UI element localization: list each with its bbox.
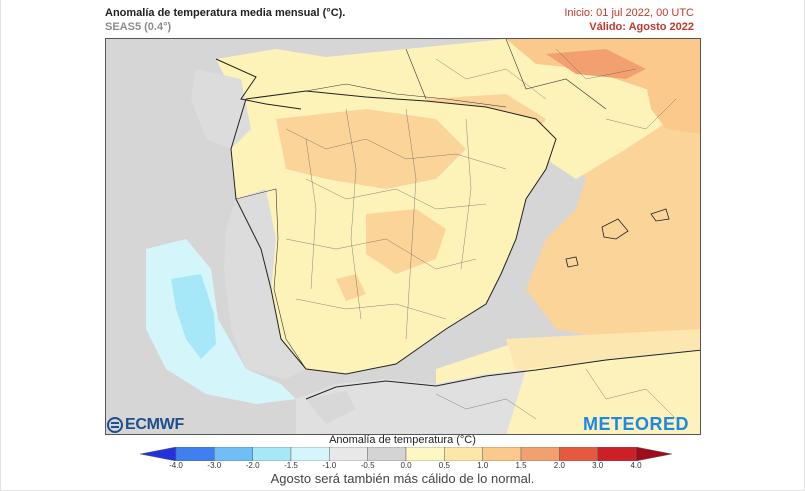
colorbar-segment [367,447,407,461]
coastline-france [215,58,302,110]
model-label: SEAS5 (0.4°) [105,21,172,33]
portugal-land [224,189,306,379]
colorbar-tick-label: 1.0 [477,461,489,470]
colorbar-segment [214,447,253,461]
colorbar-extend-low [140,447,177,461]
country-borders [235,39,607,370]
colorbar-segment [482,447,522,461]
ecmwf-emblem-icon [107,417,123,433]
colorbar-segment [520,447,560,461]
colorbar-tick-label: -4.0 [169,461,183,470]
colorbar-tick-label: 3.0 [592,461,604,470]
init-date: Inicio: 01 jul 2022, 00 UTC [564,7,694,19]
balearic-islands [565,208,670,268]
valid-period: Válido: Agosto 2022 [589,21,694,33]
colorbar-segment [405,447,445,461]
colorbar-segment [597,447,637,461]
coastline-iberia [230,90,557,375]
colorbar-tick-label: 4.0 [630,461,642,470]
colorbar-tick-label: 0.0 [400,461,412,470]
region-borders [285,48,677,420]
colorbar-tick-label: -1.0 [322,461,337,470]
coastline-africa [305,349,700,400]
anomaly-map [105,38,701,435]
colorbar-tick-label: -0.5 [360,461,375,470]
colorbar-segment [444,447,483,461]
ecmwf-logo-text: ECMWF [125,416,184,433]
colorbar-segment [290,447,330,461]
colorbar-tick-label: 1.5 [515,461,527,470]
colorbar-tick-label: -1.5 [284,461,298,470]
frame-left [0,0,1,491]
meteored-logo: METEORED [583,414,690,434]
ecmwf-logo: ECMWF [107,416,184,434]
caption: Agosto será también más cálido de lo nor… [270,471,535,486]
colorbar-segment [252,447,292,461]
colorbar-extend-high [635,447,672,461]
colorbar-segment [175,447,215,461]
colorbar-tick-label: 2.0 [553,461,565,470]
colorbar-tick-label: -3.0 [207,461,222,470]
legend-title: Anomalía de temperatura (°C) [329,434,476,446]
map-title: Anomalía de temperatura media mensual (°… [105,7,346,19]
colorbar-segment [559,447,598,461]
colorbar [140,447,672,461]
colorbar-tick-label: -2.0 [245,461,260,470]
colorbar-tick-label: 0.5 [438,461,450,470]
colorbar-segment [329,447,368,461]
